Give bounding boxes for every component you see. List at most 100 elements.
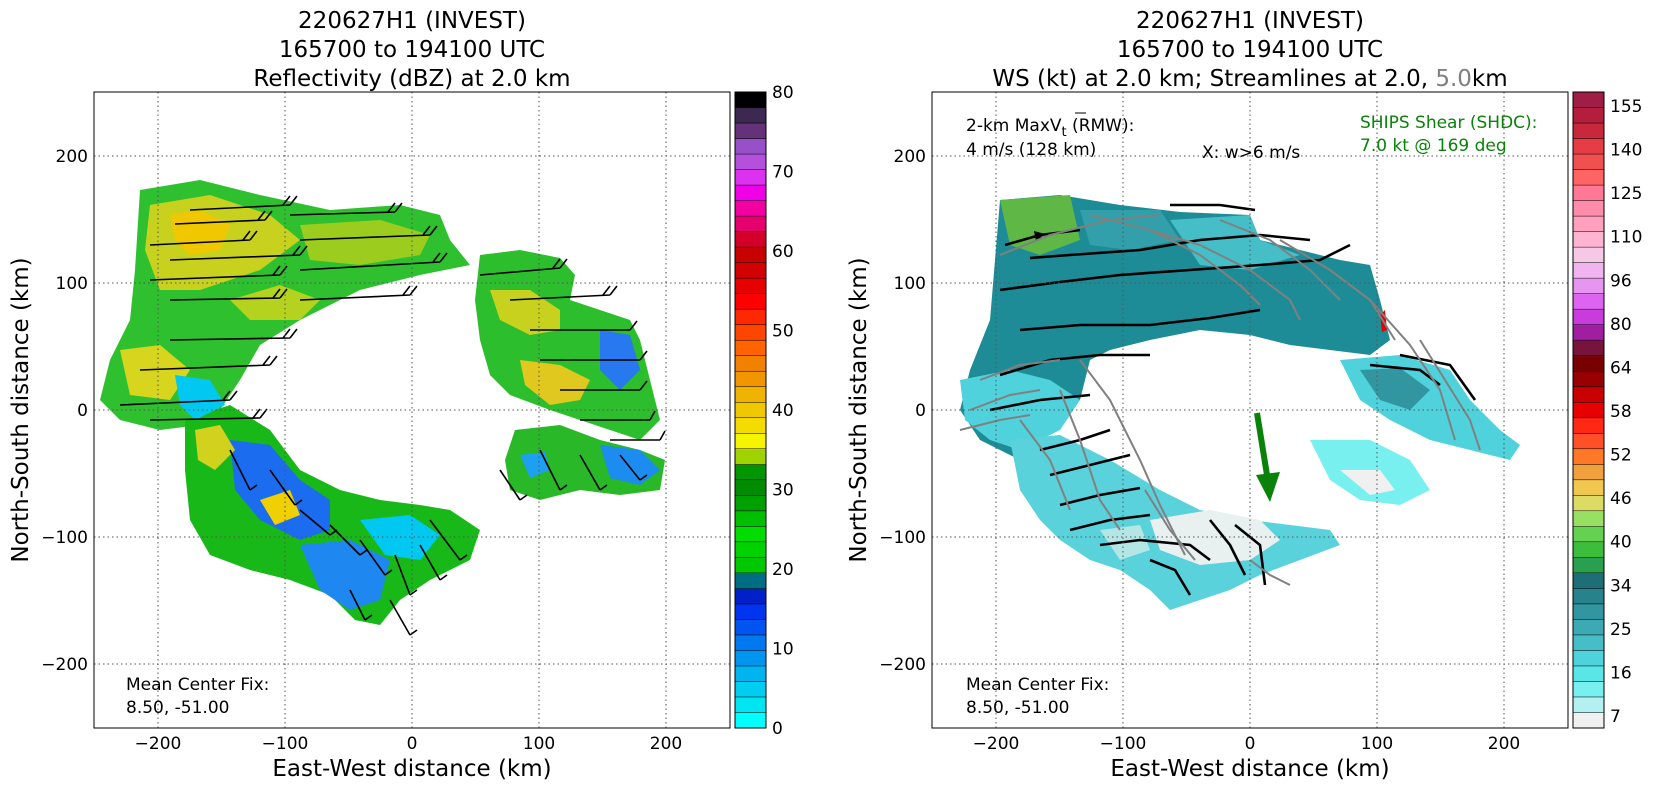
left-colorbar bbox=[735, 92, 766, 729]
colorbar-swatch bbox=[735, 588, 766, 605]
colorbar-swatch bbox=[735, 309, 766, 326]
colorbar-swatch bbox=[735, 123, 766, 140]
colorbar-swatch bbox=[735, 495, 766, 512]
colorbar-swatch bbox=[1573, 107, 1604, 124]
colorbar-swatch bbox=[1573, 355, 1604, 372]
left-title-line-2: 165700 to 194100 UTC bbox=[279, 37, 545, 63]
colorbar-swatch bbox=[1573, 619, 1604, 636]
colorbar-swatch bbox=[735, 479, 766, 496]
colorbar-swatch bbox=[1573, 200, 1604, 217]
colorbar-swatch bbox=[1573, 309, 1604, 326]
colorbar-swatch bbox=[1573, 557, 1604, 574]
colorbar-swatch bbox=[735, 541, 766, 558]
colorbar-swatch bbox=[735, 200, 766, 217]
right-grid bbox=[932, 92, 1568, 728]
colorbar-swatch bbox=[735, 247, 766, 264]
colorbar-swatch bbox=[1573, 464, 1604, 481]
left-y-tick-label: 0 bbox=[77, 401, 88, 421]
right-title-line-3-part-3: km bbox=[1472, 66, 1508, 92]
right-x-tick-label: −200 bbox=[973, 734, 1020, 754]
colorbar-swatch bbox=[1573, 216, 1604, 233]
left-x-axis-label: East-West distance (km) bbox=[272, 756, 551, 782]
right-title-line-1: 220627H1 (INVEST) bbox=[1136, 8, 1364, 34]
left-x-ticks: −200 −100 0 100 200 bbox=[135, 734, 683, 754]
colorbar-swatch bbox=[735, 92, 766, 109]
colorbar-swatch bbox=[735, 216, 766, 233]
colorbar-swatch bbox=[1573, 588, 1604, 605]
colorbar-swatch bbox=[1573, 278, 1604, 295]
right-y-axis-label: North-South distance (km) bbox=[846, 257, 872, 562]
right-title-line-3-part-1: WS (kt) at 2.0 km; Streamlines at 2.0, bbox=[992, 66, 1435, 92]
colorbar-swatch bbox=[1573, 650, 1604, 667]
colorbar-swatch bbox=[735, 526, 766, 543]
shear-label-line-1: SHIPS Shear (SHDC): bbox=[1360, 113, 1537, 133]
colorbar-swatch bbox=[1573, 185, 1604, 202]
colorbar-swatch bbox=[735, 448, 766, 465]
colorbar-tick-label: 16 bbox=[1610, 663, 1632, 683]
left-colorbar-frame bbox=[734, 91, 767, 729]
colorbar-swatch bbox=[1573, 696, 1604, 713]
colorbar-swatch bbox=[1573, 386, 1604, 403]
colorbar-swatch bbox=[735, 417, 766, 434]
vt-label: 2-km MaxVt (RMW): bbox=[966, 116, 1134, 140]
colorbar-swatch bbox=[735, 402, 766, 419]
left-x-tick-label: 100 bbox=[523, 734, 555, 754]
colorbar-swatch bbox=[735, 665, 766, 682]
colorbar-swatch bbox=[735, 634, 766, 651]
left-colorbar-ticks: 0 10 20 30 40 50 60 70 80 bbox=[772, 83, 794, 739]
colorbar-swatch bbox=[1573, 169, 1604, 186]
colorbar-swatch bbox=[1573, 231, 1604, 248]
colorbar-tick-label: 40 bbox=[1610, 533, 1632, 553]
colorbar-swatch bbox=[1573, 541, 1604, 558]
colorbar-swatch bbox=[735, 278, 766, 295]
right-center-fix-line-1: Mean Center Fix: bbox=[966, 675, 1109, 695]
vt-value: 4 m/s (128 km) bbox=[966, 140, 1096, 160]
left-center-fix-line-2: 8.50, -51.00 bbox=[126, 698, 229, 718]
colorbar-tick-label: 80 bbox=[772, 83, 794, 103]
wind-barbs bbox=[119, 195, 666, 636]
left-title: 220627H1 (INVEST) 165700 to 194100 UTC R… bbox=[253, 8, 570, 92]
right-colorbar-ticks: 7 16 25 34 40 46 52 58 64 80 96 110 125 140 155 bbox=[1610, 97, 1642, 727]
colorbar-tick-label: 0 bbox=[772, 719, 783, 739]
colorbar-swatch bbox=[1573, 681, 1604, 698]
colorbar-swatch bbox=[1573, 495, 1604, 512]
colorbar-tick-label: 60 bbox=[772, 242, 794, 262]
colorbar-tick-label: 46 bbox=[1610, 489, 1632, 509]
colorbar-swatch bbox=[735, 231, 766, 248]
right-y-tick-label: 100 bbox=[894, 274, 926, 294]
vt-label-sub: t bbox=[1062, 125, 1067, 140]
colorbar-swatch bbox=[1573, 293, 1604, 310]
right-x-tick-label: −100 bbox=[1100, 734, 1147, 754]
colorbar-swatch bbox=[1573, 138, 1604, 155]
streamlines-5km bbox=[959, 214, 1481, 586]
colorbar-swatch bbox=[735, 510, 766, 527]
colorbar-tick-label: 10 bbox=[772, 640, 794, 660]
vt-label-rest: (RMW): bbox=[1067, 116, 1135, 136]
colorbar-tick-label: 30 bbox=[772, 481, 794, 501]
colorbar-swatch bbox=[735, 340, 766, 357]
colorbar-swatch bbox=[1573, 510, 1604, 527]
colorbar-swatch bbox=[1573, 324, 1604, 341]
colorbar-swatch bbox=[1573, 262, 1604, 279]
colorbar-tick-label: 80 bbox=[1610, 315, 1632, 335]
right-center-fix-line-2: 8.50, -51.00 bbox=[966, 698, 1069, 718]
right-y-ticks: 200 100 0 −100 −200 bbox=[879, 147, 926, 675]
colorbar-tick-label: 58 bbox=[1610, 402, 1632, 422]
colorbar-swatch bbox=[1573, 417, 1604, 434]
left-x-tick-label: 200 bbox=[650, 734, 682, 754]
left-x-tick-label: −200 bbox=[135, 734, 182, 754]
colorbar-tick-label: 34 bbox=[1610, 576, 1632, 596]
right-title-line-3-part-2: 5.0 bbox=[1435, 66, 1472, 92]
right-title-line-3: WS (kt) at 2.0 km; Streamlines at 2.0, 5… bbox=[992, 66, 1507, 92]
right-y-tick-label: −100 bbox=[879, 528, 926, 548]
colorbar-swatch bbox=[735, 603, 766, 620]
left-x-tick-label: 0 bbox=[407, 734, 418, 754]
left-y-ticks: 200 100 0 −100 −200 bbox=[41, 147, 88, 675]
right-annotations: 2-km MaxVt (RMW): 4 m/s (128 km) X: w>6 … bbox=[966, 112, 1537, 718]
colorbar-swatch bbox=[1573, 572, 1604, 589]
colorbar-tick-label: 40 bbox=[772, 401, 794, 421]
colorbar-swatch bbox=[1573, 154, 1604, 171]
right-plot-frame bbox=[931, 91, 1569, 729]
right-x-tick-label: 200 bbox=[1488, 734, 1520, 754]
